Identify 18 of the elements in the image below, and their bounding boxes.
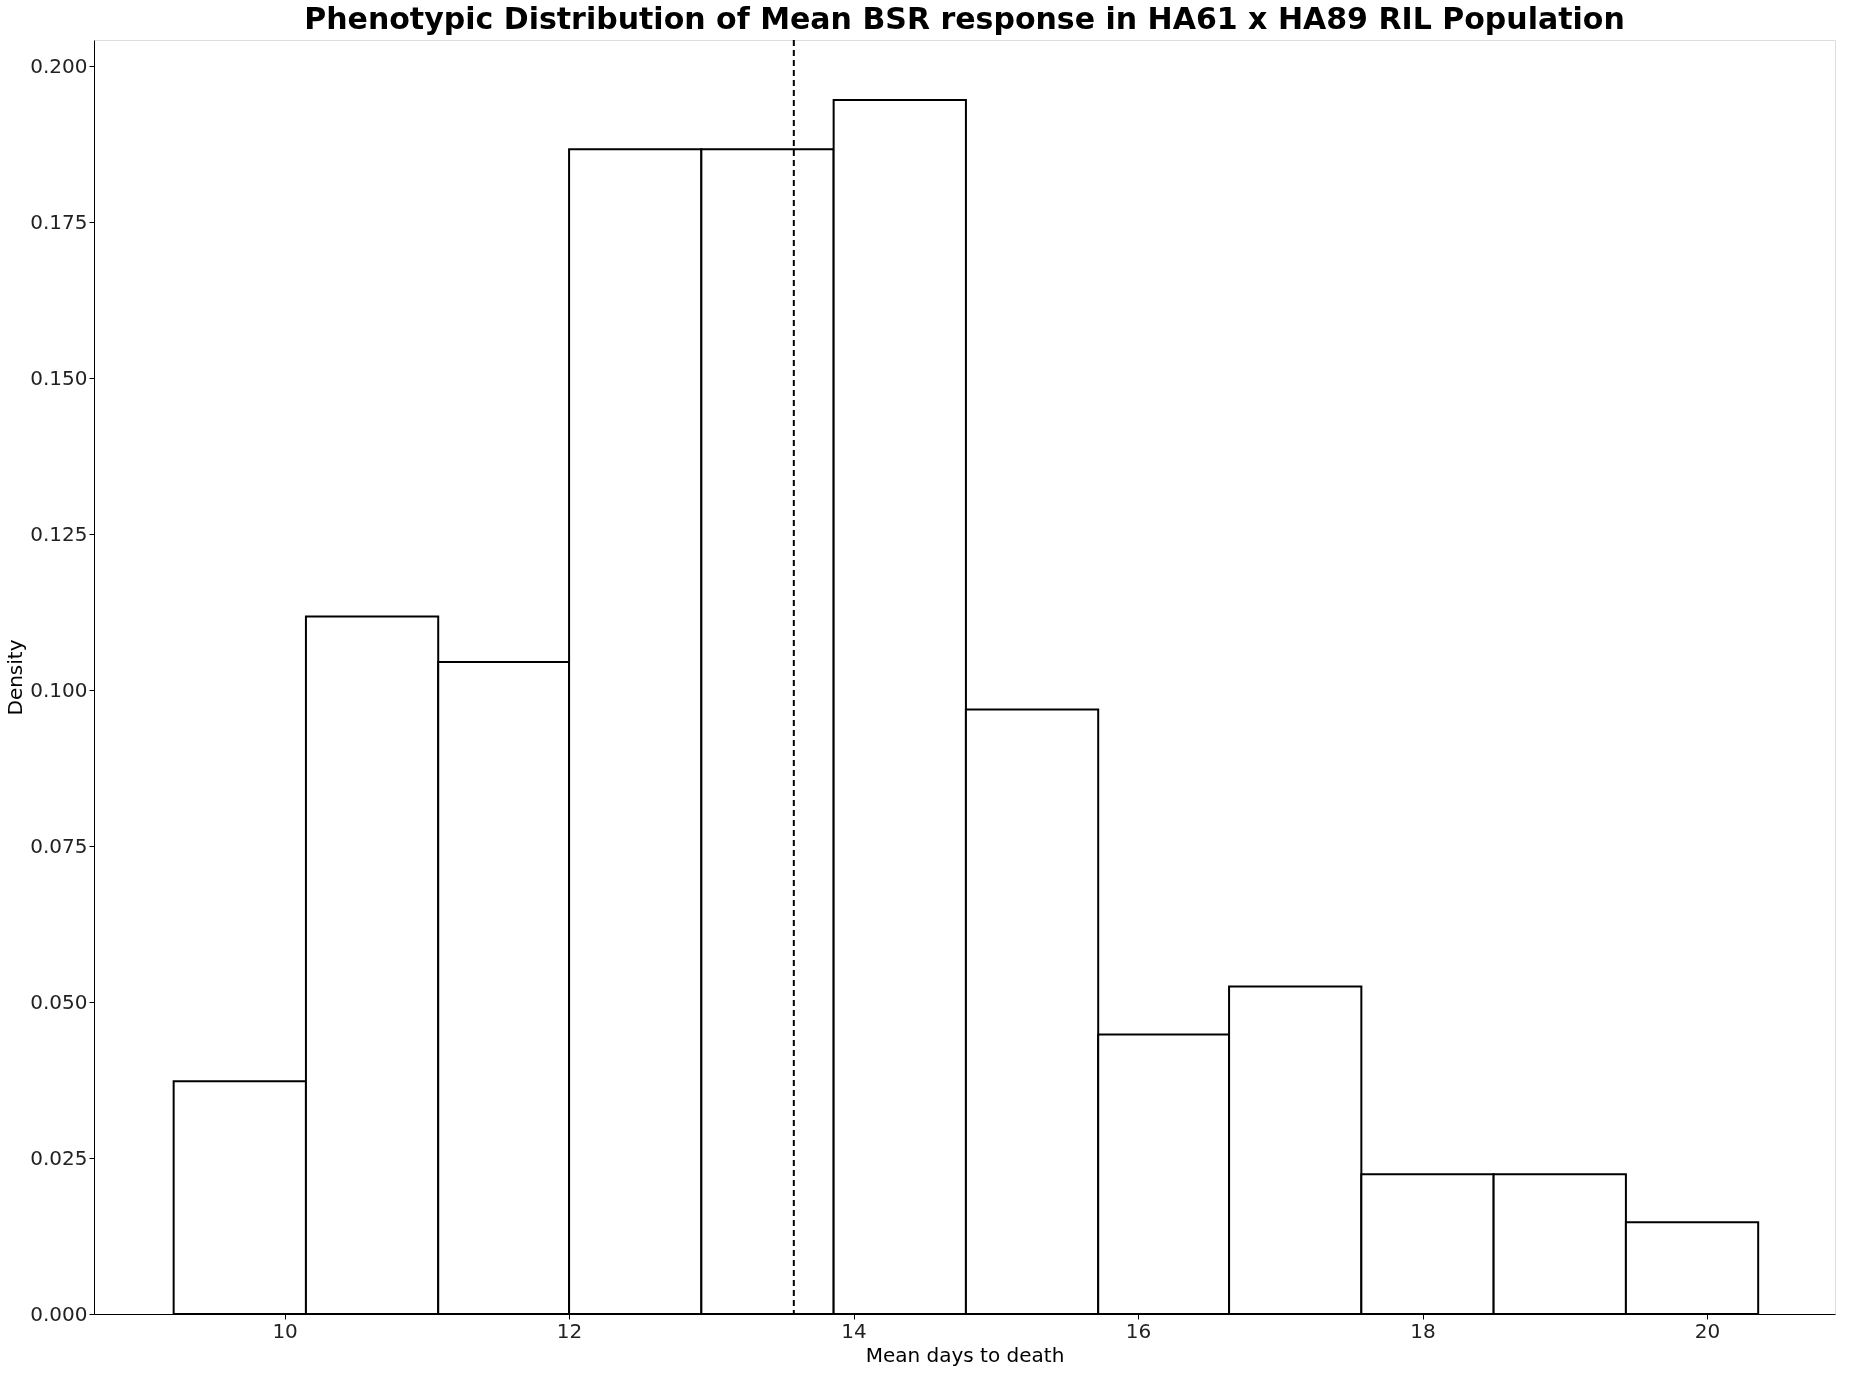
x-tick-label: 10 [272, 1318, 298, 1343]
x-tick-label: 14 [841, 1318, 867, 1343]
y-tick-label: 0.100 [30, 677, 88, 702]
x-tick-label: 18 [1410, 1318, 1436, 1343]
x-tick-label: 20 [1694, 1318, 1721, 1343]
y-tick-label: 0.075 [30, 833, 88, 858]
y-tick-label: 0.025 [30, 1145, 88, 1170]
x-tick-label: 12 [556, 1318, 583, 1343]
y-tick-label: 0.000 [30, 1301, 88, 1326]
x-tick-label: 16 [1125, 1318, 1152, 1343]
chart-title: Phenotypic Distribution of Mean BSR response in HA61 x HA89 RIL Population [304, 1, 1625, 36]
y-tick-label: 0.175 [30, 209, 88, 234]
x-axis-title: Mean days to death [865, 1342, 1065, 1367]
y-axis-title: Density [3, 639, 28, 716]
y-tick-label: 0.050 [30, 989, 88, 1014]
y-tick-label: 0.150 [30, 365, 88, 390]
y-tick-label: 0.125 [30, 521, 88, 546]
y-tick-label: 0.200 [30, 53, 88, 78]
